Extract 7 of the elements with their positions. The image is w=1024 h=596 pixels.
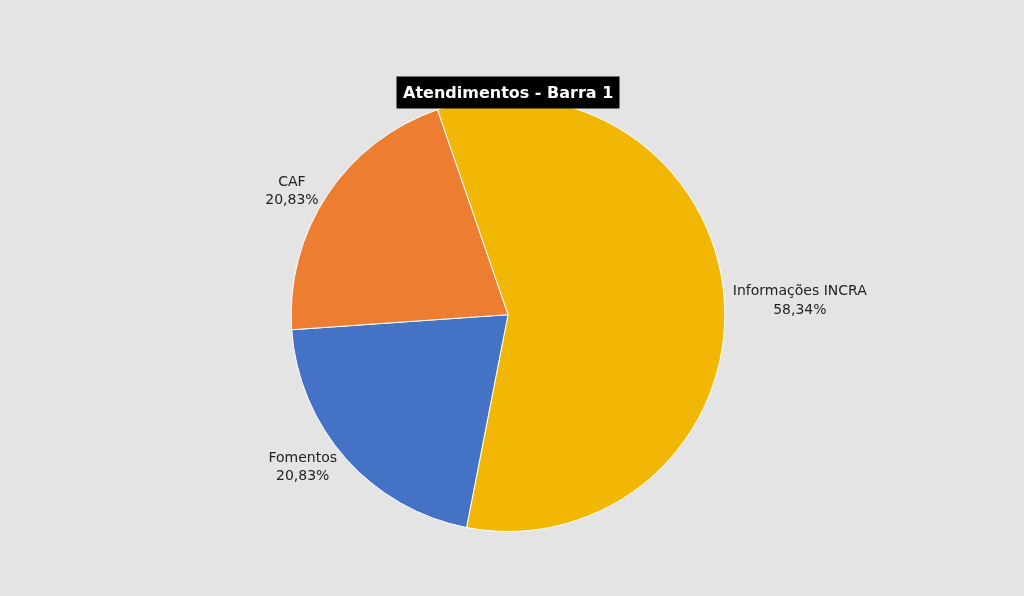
- slice-label: Fomentos: [268, 448, 337, 465]
- chart-title: Atendimentos - Barra 1: [403, 83, 614, 102]
- slice-label: Informações INCRA: [732, 282, 868, 299]
- slice-label: CAF: [278, 172, 306, 189]
- data-label: 20,83%: [265, 190, 319, 207]
- data-label: 58,34%: [773, 300, 827, 317]
- data-label: 20,83%: [276, 466, 330, 483]
